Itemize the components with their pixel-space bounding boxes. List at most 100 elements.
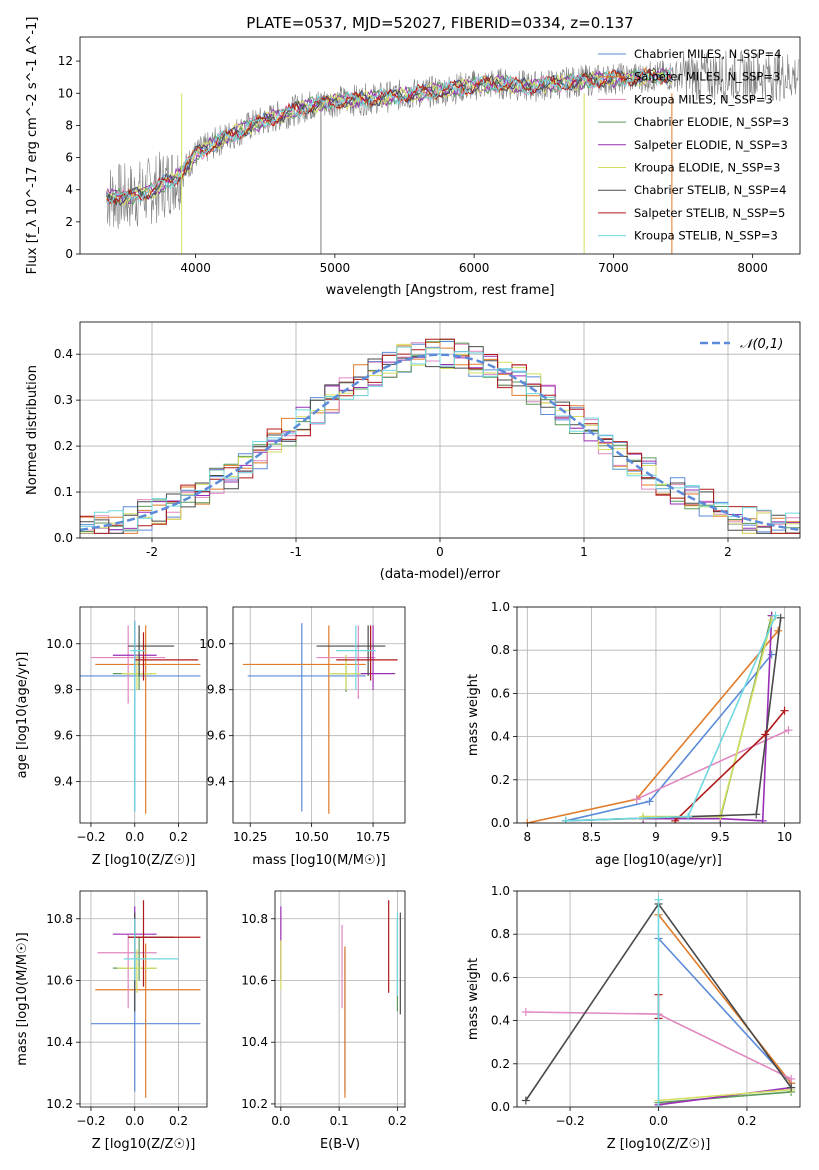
legend: Chabrier MILES, N_SSP=4 Salpeter MILES, N… xyxy=(598,47,789,243)
tick-label-x: 10.75 xyxy=(356,830,390,844)
tick-label-y: 0.2 xyxy=(54,439,73,453)
axes-frame xyxy=(232,606,406,824)
line-salpeter_miles xyxy=(657,914,792,1084)
model-kroupa_stelib xyxy=(106,68,672,205)
tick-label-y: 10.2 xyxy=(241,1097,268,1111)
tick-label-x: 1 xyxy=(580,545,588,559)
legend-label-chabrier_stelib: Chabrier STELIB, N_SSP=4 xyxy=(634,183,786,197)
line-kroupa_elodie xyxy=(658,1088,792,1102)
tick-label-y: 0.4 xyxy=(54,347,73,361)
tick-label-x: 0.2 xyxy=(737,1114,756,1128)
tick-label-x: 0.0 xyxy=(125,830,144,844)
plot-area xyxy=(106,50,799,254)
tick-label-y: 9.4 xyxy=(54,775,73,789)
tick-label-x: -2 xyxy=(146,545,158,559)
tick-label-y: 2 xyxy=(65,215,73,229)
tick-label-y: 0.0 xyxy=(54,531,73,545)
plot-mass_vs_Z: −0.2 0.0 0.2 10.2 10.4 10.6 10.8 Z [log10(Z/Z☉)… xyxy=(15,890,208,1152)
x-axis-label: Z [log10(Z/Z☉)] xyxy=(92,1137,196,1152)
tick-label-y: 10.4 xyxy=(241,1035,268,1049)
tick-label-y: 10.8 xyxy=(241,912,268,926)
plot-massweight_vs_Z: −0.2 0.0 0.2 0.0 0.2 0.4 0.6 0.8 1.0 Z [log10(Z/Z… xyxy=(466,884,801,1152)
x-axis-label: Z [log10(Z/Z☉)] xyxy=(607,1137,711,1152)
tick-label-y: 1.0 xyxy=(491,600,510,614)
plot-residual_hist: -2 -1 0 1 2 0.0 0.1 0.2 0.3 0.4 𝒩(0,1) (data-model)… xyxy=(25,321,801,582)
axes-frame xyxy=(79,890,208,1108)
tick-label-x: 6000 xyxy=(459,261,490,275)
line-chabrier_stelib xyxy=(565,617,782,822)
tick-label-x: 5000 xyxy=(320,261,351,275)
axes-frame xyxy=(516,890,801,1108)
plot-area xyxy=(521,895,796,1107)
tick-label-x: −0.2 xyxy=(555,1114,584,1128)
plot-area xyxy=(80,620,201,814)
tick-label-y: 10.8 xyxy=(46,912,73,926)
tick-label-x: 0.2 xyxy=(169,830,188,844)
plot-mass_vs_ebv: 0.0 0.1 0.2 10.2 10.4 10.6 10.8 E(B-V) xyxy=(241,890,407,1152)
x-axis-label: E(B-V) xyxy=(320,1137,360,1152)
legend-label-salpeter_stelib: Salpeter STELIB, N_SSP=5 xyxy=(634,206,785,220)
line-salpeter_stelib xyxy=(674,710,786,822)
line-salpeter_elodie xyxy=(643,615,773,822)
observed-spectrum xyxy=(106,50,799,229)
figure-title: PLATE=0537, MJD=52027, FIBERID=0334, z=0… xyxy=(246,14,633,32)
tick-label-y: 10.0 xyxy=(46,637,73,651)
plot-area xyxy=(523,611,793,823)
tick-label-x: 4000 xyxy=(180,261,211,275)
tick-label-y: 0.2 xyxy=(491,1057,510,1071)
axes-frame xyxy=(79,36,801,255)
legend-label-chabrier_miles: Chabrier MILES, N_SSP=4 xyxy=(634,47,781,61)
plot-area xyxy=(90,900,201,1098)
plot-massweight_vs_age: 8 8.5 9 9.5 10 0.0 0.2 0.4 0.6 0.8 1.0 age [log10(a… xyxy=(466,600,801,868)
line-chabrier_miles xyxy=(657,937,792,1084)
tick-label-y: 10.6 xyxy=(46,973,73,987)
x-axis-label: Z [log10(Z/Z☉)] xyxy=(92,853,196,868)
tick-label-x: 2 xyxy=(724,545,732,559)
tick-label-y: 9.4 xyxy=(207,775,226,789)
tick-label-y: 0.3 xyxy=(54,393,73,407)
y-axis-label: Normed distribution xyxy=(25,365,40,495)
tick-label-y: 4 xyxy=(65,183,73,197)
tick-label-x: 9.5 xyxy=(711,830,730,844)
plot-area xyxy=(80,338,800,534)
line-kroupa_stelib xyxy=(565,615,777,822)
line-kroupa_miles xyxy=(636,729,789,800)
normal-reference-curve xyxy=(80,353,800,532)
tick-label-y: 9.8 xyxy=(54,683,73,697)
tick-label-x: −0.2 xyxy=(76,830,105,844)
line-chabrier_elodie xyxy=(658,1091,792,1104)
y-axis-label: mass [log10(M/M☉)] xyxy=(15,932,30,1065)
legend-label-salpeter_elodie: Salpeter ELODIE, N_SSP=3 xyxy=(634,138,788,152)
tick-label-y: 0.1 xyxy=(54,485,73,499)
tick-label-y: 10.6 xyxy=(241,973,268,987)
model-salpeter_stelib xyxy=(106,67,673,205)
tick-label-y: 9.8 xyxy=(207,683,226,697)
tick-label-x: −0.2 xyxy=(76,1114,105,1128)
axes-frame xyxy=(79,321,801,539)
legend-label-reference: 𝒩(0,1) xyxy=(740,337,783,352)
plot-spectrum: 4000 5000 6000 7000 8000 0 2 4 6 8 10 12 Chabrier MI… xyxy=(25,17,801,298)
tick-label-y: 0.4 xyxy=(491,1014,510,1028)
legend-label-kroupa_stelib: Kroupa STELIB, N_SSP=3 xyxy=(634,229,778,243)
tick-label-y: 1.0 xyxy=(491,884,510,898)
tick-label-x: 10.50 xyxy=(294,830,328,844)
tick-label-x: 9 xyxy=(652,830,660,844)
line-salpeter_elodie xyxy=(658,1086,792,1106)
legend: 𝒩(0,1) xyxy=(700,337,783,352)
tick-label-y: 0.0 xyxy=(491,1100,510,1114)
tick-label-y: 0.4 xyxy=(491,730,510,744)
x-axis-label: age [log10(age/yr)] xyxy=(595,853,722,868)
y-axis-label: mass weight xyxy=(466,674,481,756)
legend-label-chabrier_elodie: Chabrier ELODIE, N_SSP=3 xyxy=(634,115,789,129)
tick-label-x: 7000 xyxy=(598,261,629,275)
legend-label-kroupa_miles: Kroupa MILES, N_SSP=3 xyxy=(634,92,773,106)
axes-frame xyxy=(274,890,406,1108)
tick-label-y: 12 xyxy=(58,54,73,68)
tick-label-x: 0.2 xyxy=(388,1114,407,1128)
x-axis-label: (data-model)/error xyxy=(380,567,501,582)
axes-frame xyxy=(516,606,801,824)
tick-label-y: 8 xyxy=(65,118,73,132)
tick-label-y: 10.4 xyxy=(46,1035,73,1049)
tick-label-y: 0.6 xyxy=(491,686,510,700)
